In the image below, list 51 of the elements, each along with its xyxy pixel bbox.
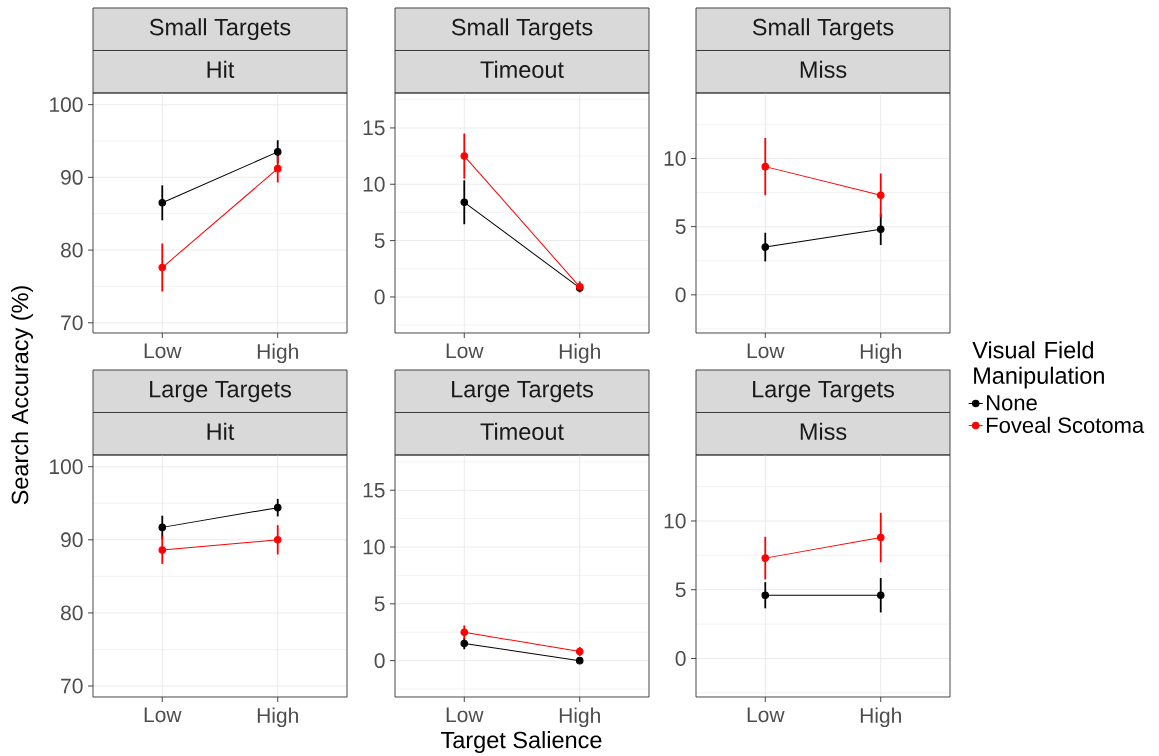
y-tick-label: 15 [363,120,385,136]
x-tick-label: High [257,343,298,364]
chart-title: Small Targets [752,18,894,41]
x-tick-label: Low [747,343,785,359]
chart-title: Small Targets [451,18,593,41]
x-tick-label: High [860,343,901,364]
y-tick-label: 0 [374,653,385,669]
chart-subtitle: Miss [800,60,847,78]
chart-title: Large Targets [753,381,894,403]
chart-subtitle: Hit [207,422,235,440]
y-tick-label: 10 [363,539,385,555]
y-tick-label: 5 [374,596,385,612]
y-tick-label: 70 [61,315,83,331]
x-tick-label: Low [446,707,484,723]
x-tick-label: High [559,343,600,364]
y-tick-label: 90 [61,169,83,185]
x-tick-label: Low [144,343,182,359]
chart-subtitle: Miss [800,422,847,440]
x-tick-label: High [860,707,901,728]
legend-label: Foveal Scotoma [987,416,1145,433]
x-tick-label: Low [144,707,182,723]
chart-subtitle: Timeout [480,422,564,440]
y-tick-label: 5 [374,233,385,248]
legend-title: Visual Field Manipulation [972,341,1104,389]
y-tick-label: 90 [61,532,83,548]
y-tick-label: 100 [50,459,83,475]
y-tick-label: 0 [675,651,686,666]
y-tick-label: 80 [61,605,83,621]
x-tick-label: High [559,707,600,728]
x-tick-label: Low [446,343,484,359]
x-tick-label: High [257,707,298,728]
chart-title: Large Targets [150,381,291,403]
legend-label: None [987,395,1037,411]
chart-subtitle: Hit [207,60,235,78]
x-axis-title: Target Salience [441,731,602,753]
y-tick-label: 5 [675,582,686,598]
y-tick-label: 5 [675,219,686,234]
y-axis-title: Search Accuracy (%) [11,286,33,505]
chart-title: Large Targets [452,381,593,403]
y-tick-label: 100 [50,97,83,113]
y-tick-label: 80 [61,242,83,258]
y-tick-label: 10 [664,513,686,529]
y-tick-label: 0 [675,287,686,303]
y-tick-label: 70 [61,678,83,694]
chart-title: Small Targets [149,18,291,41]
chart-subtitle: Timeout [480,60,564,78]
y-tick-label: 10 [664,151,686,166]
y-tick-label: 10 [363,176,385,192]
y-tick-label: 15 [363,482,385,498]
y-tick-label: 0 [374,289,385,305]
x-tick-label: Low [747,707,785,723]
